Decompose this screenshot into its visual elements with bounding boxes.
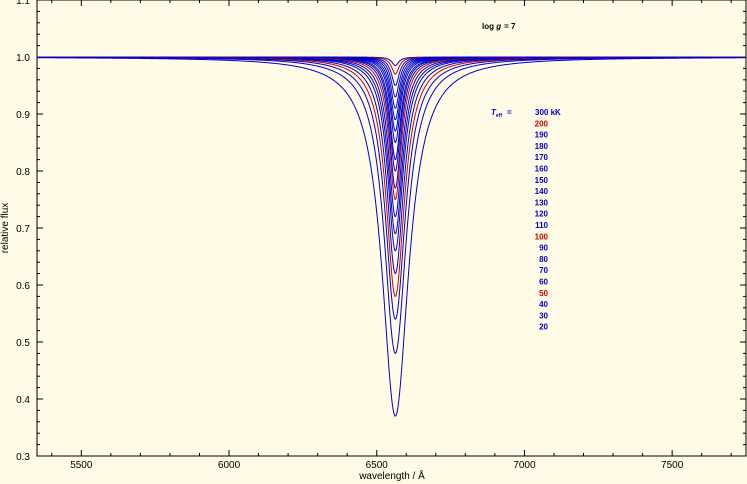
legend-entry: 180 [535,142,549,151]
annotation-logg-prefix: log [482,22,496,31]
x-tick-label: 6000 [218,460,241,471]
legend-entry: 140 [535,187,549,196]
y-tick-label: 0.8 [16,167,30,178]
annotation-logg-value: = 7 [504,22,516,31]
y-axis-label: relative flux [0,203,11,254]
y-tick-label: 0.6 [16,281,30,292]
y-tick-label: 1.1 [16,0,30,7]
y-tick-label: 0.5 [16,338,30,349]
legend-entry: 30 [539,311,548,320]
series-line [37,57,746,417]
axis-ticks [37,0,746,457]
series-line [36,56,747,354]
y-tick-labels: 0.3 0.4 0.5 0.6 0.7 0.8 0.9 1.0 1.1 [16,0,30,463]
legend-entry: 120 [535,210,549,219]
series-lines [36,56,747,417]
legend-entry: 70 [539,266,548,275]
legend-teff-title: Teff = [491,108,512,119]
x-axis-label: wavelength / Å [358,469,425,482]
legend-entry: 190 [535,131,549,140]
legend: 300 kK 200 190 180 170 160 150 140 130 120 110 100 9… [535,108,561,332]
x-tick-labels: 5500 6000 6500 7000 7500 [70,460,684,471]
legend-entry: 150 [535,176,549,185]
legend-entry: 300 kK [535,108,561,117]
x-tick-label: 7000 [513,460,536,471]
annotation-logg: log g = 7 [482,22,516,31]
x-tick-label: 7500 [661,460,684,471]
legend-entry: 100 [535,232,549,241]
y-tick-label: 0.3 [16,452,30,463]
legend-entry: 40 [539,300,548,309]
x-tick-label: 5500 [70,460,93,471]
y-tick-label: 0.4 [16,395,30,406]
y-tick-label: 0.9 [16,110,30,121]
x-tick-label: 6500 [366,460,389,471]
legend-entry: 80 [539,255,548,264]
y-tick-label: 0.7 [16,224,30,235]
legend-teff-symbol: T [491,108,497,117]
legend-entry: 170 [535,153,549,162]
legend-teff-subscript: eff [496,113,502,119]
legend-entry: 90 [539,244,548,253]
legend-entry: 160 [535,165,549,174]
legend-teff-eq: = [507,108,512,117]
legend-entry: 200 [535,119,549,128]
legend-entry: 50 [539,289,548,298]
annotation-logg-symbol: g [495,22,501,31]
legend-entry: 60 [539,278,548,287]
y-tick-label: 1.0 [16,53,30,64]
legend-entry: 130 [535,198,549,207]
legend-entry: 110 [535,221,548,230]
legend-entry: 20 [539,323,548,332]
